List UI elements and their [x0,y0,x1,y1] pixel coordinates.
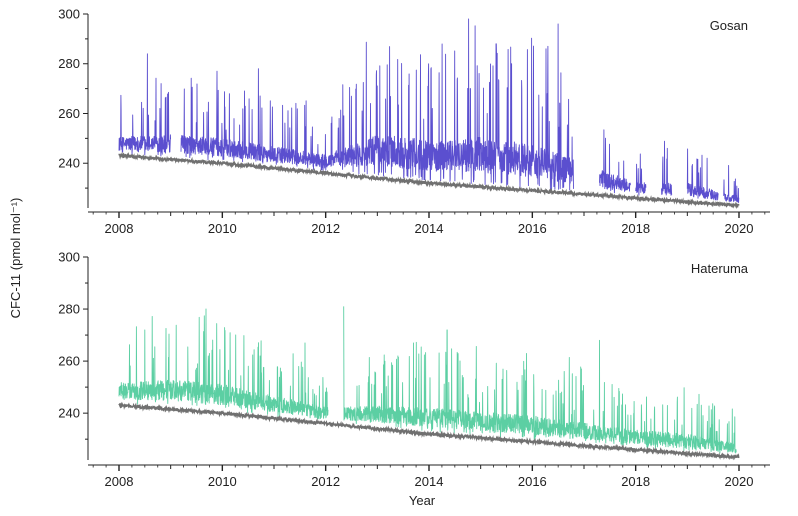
y-tick-label: 300 [58,250,80,265]
y-tick-label: 240 [58,156,80,171]
x-tick-label: 2016 [518,221,547,236]
x-tick-label: 2018 [621,474,650,489]
x-tick-label: 2020 [725,474,754,489]
y-axis-title: CFC-11 (pmol mol⁻¹) [8,198,23,319]
y-tick-label: 280 [58,302,80,317]
gosan-panel: 240 260 280 300 2008 2010 2012 2014 2016 2018 2020… [58,7,770,236]
panel-label: Gosan [710,18,748,33]
x-tick-label: 2016 [518,474,547,489]
observed-series-segment [180,18,574,191]
x-tick-label: 2020 [725,221,754,236]
x-tick-label: 2008 [105,474,134,489]
x-tick-label: 2008 [105,221,134,236]
x-tick-label: 2012 [311,221,340,236]
observed-series-segment [635,153,647,196]
observed-series-segment [686,148,719,201]
x-tick-label: 2012 [311,474,340,489]
observed-series-segment [599,129,631,194]
x-tick-label: 2010 [208,474,237,489]
x-tick-label: 2018 [621,221,650,236]
y-tick-label: 260 [58,354,80,369]
observed-series-segment [661,140,673,196]
x-tick-label: 2014 [415,474,444,489]
baseline-series [118,151,740,210]
observed-series-segment [118,308,329,420]
x-tick-label: 2010 [208,221,237,236]
observed-series-segment [118,53,172,157]
hateruma-panel: 240 260 280 300 2008 2010 2012 2014 2016 2018 2020… [58,250,770,489]
y-tick-label: 260 [58,106,80,121]
x-axis-title: Year [409,493,436,508]
baseline-series [118,401,740,461]
y-tick-label: 300 [58,7,80,22]
y-tick-label: 240 [58,406,80,421]
observed-series-segment [343,306,737,454]
observed-series-segment [723,164,740,204]
x-tick-label: 2014 [415,221,444,236]
y-tick-label: 280 [58,56,80,71]
panel-label: Hateruma [691,261,749,276]
